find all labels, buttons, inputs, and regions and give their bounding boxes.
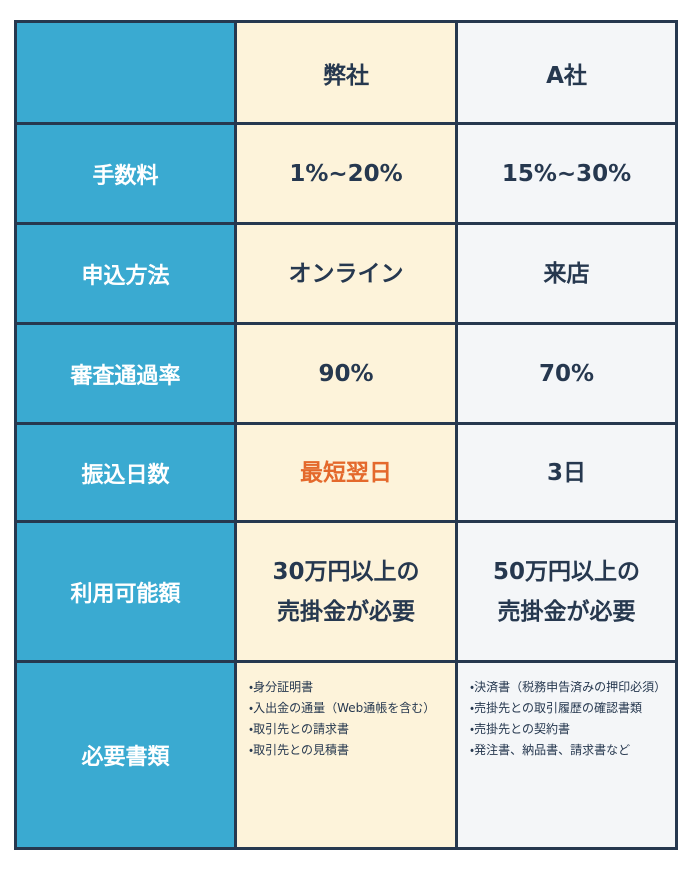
row-label: 利用可能額 (14, 520, 237, 663)
corner-cell (14, 20, 237, 125)
theirs-cell: ・決済書（税務申告済みの押印必須） ・売掛先との取引履歴の確認書類 ・売掛先との契約… (455, 660, 678, 850)
theirs-cell: 来店 (455, 222, 678, 325)
row-label: 振込日数 (14, 422, 237, 523)
row-label: 審査通過率 (14, 322, 237, 425)
theirs-cell: 70% (455, 322, 678, 425)
document-item: ・取引先との請求書 (249, 722, 349, 736)
document-item: ・発注書、納品書、請求書など (470, 743, 631, 757)
ours-cell: 90% (234, 322, 458, 425)
document-item: ・売掛先との取引履歴の確認書類 (470, 701, 642, 715)
ours-cell: 最短翌日 (234, 422, 458, 523)
document-item: ・決済書（税務申告済みの押印必須） (470, 680, 667, 694)
table-row: 振込日数 最短翌日 3日 (14, 422, 678, 523)
cell-text: 70% (538, 360, 595, 387)
table-row: 必要書類 ・身分証明書・入出金の通量（Web通帳を含む） ・取引先との請求書 ・取引先… (14, 660, 678, 850)
document-item: ・身分証明書 (249, 680, 314, 694)
cell-text: 50万円以上の (492, 558, 640, 585)
ours-cell: オンライン (234, 222, 458, 325)
row-label: 申込方法 (14, 222, 237, 325)
cell-text: 1%~20% (289, 160, 403, 187)
theirs-cell: 50万円以上の 売掛金が必要 (455, 520, 678, 663)
document-item: ・入出金の通量（Web通帳を含む） (249, 701, 436, 715)
cell-text: 3日 (546, 459, 586, 486)
cell-text: 売掛金が必要 (277, 598, 415, 625)
cell-text: 来店 (543, 260, 590, 287)
table-row: 申込方法 オンライン 来店 (14, 222, 678, 325)
header-row: 弊社 A社 (14, 20, 678, 125)
ours-cell: 30万円以上の 売掛金が必要 (234, 520, 458, 663)
table-row: 審査通過率 90% 70% (14, 322, 678, 425)
row-label: 手数料 (14, 122, 237, 225)
cell-text: 30万円以上の (272, 558, 420, 585)
cell-text: オンライン (288, 260, 404, 287)
comparison-table-wrapper: 弊社 A社 手数料 1%~20% 15%~30% 申込方法 オンライン 来店審査通過率 90… (14, 20, 678, 850)
row-label: 必要書類 (14, 660, 237, 850)
header-cell: 弊社 (234, 20, 458, 125)
document-item: ・売掛先との契約書 (470, 722, 570, 736)
cell-text: 15%~30% (501, 160, 632, 187)
table-row: 利用可能額 30万円以上の 売掛金が必要 50万円以上の 売掛金が必要 (14, 520, 678, 663)
cell-text: 最短翌日 (300, 459, 392, 486)
document-item: ・取引先との見積書 (249, 743, 349, 757)
ours-cell: ・身分証明書・入出金の通量（Web通帳を含む） ・取引先との請求書 ・取引先との見積… (234, 660, 458, 850)
table-row: 手数料 1%~20% 15%~30% (14, 122, 678, 225)
comparison-table: 弊社 A社 手数料 1%~20% 15%~30% 申込方法 オンライン 来店審査通過率 90… (14, 20, 678, 850)
cell-text: 90% (318, 360, 374, 387)
ours-cell: 1%~20% (234, 122, 458, 225)
cell-text: 売掛金が必要 (497, 598, 636, 625)
header-cell: A社 (455, 20, 678, 125)
theirs-cell: 15%~30% (455, 122, 678, 225)
theirs-cell: 3日 (455, 422, 678, 523)
